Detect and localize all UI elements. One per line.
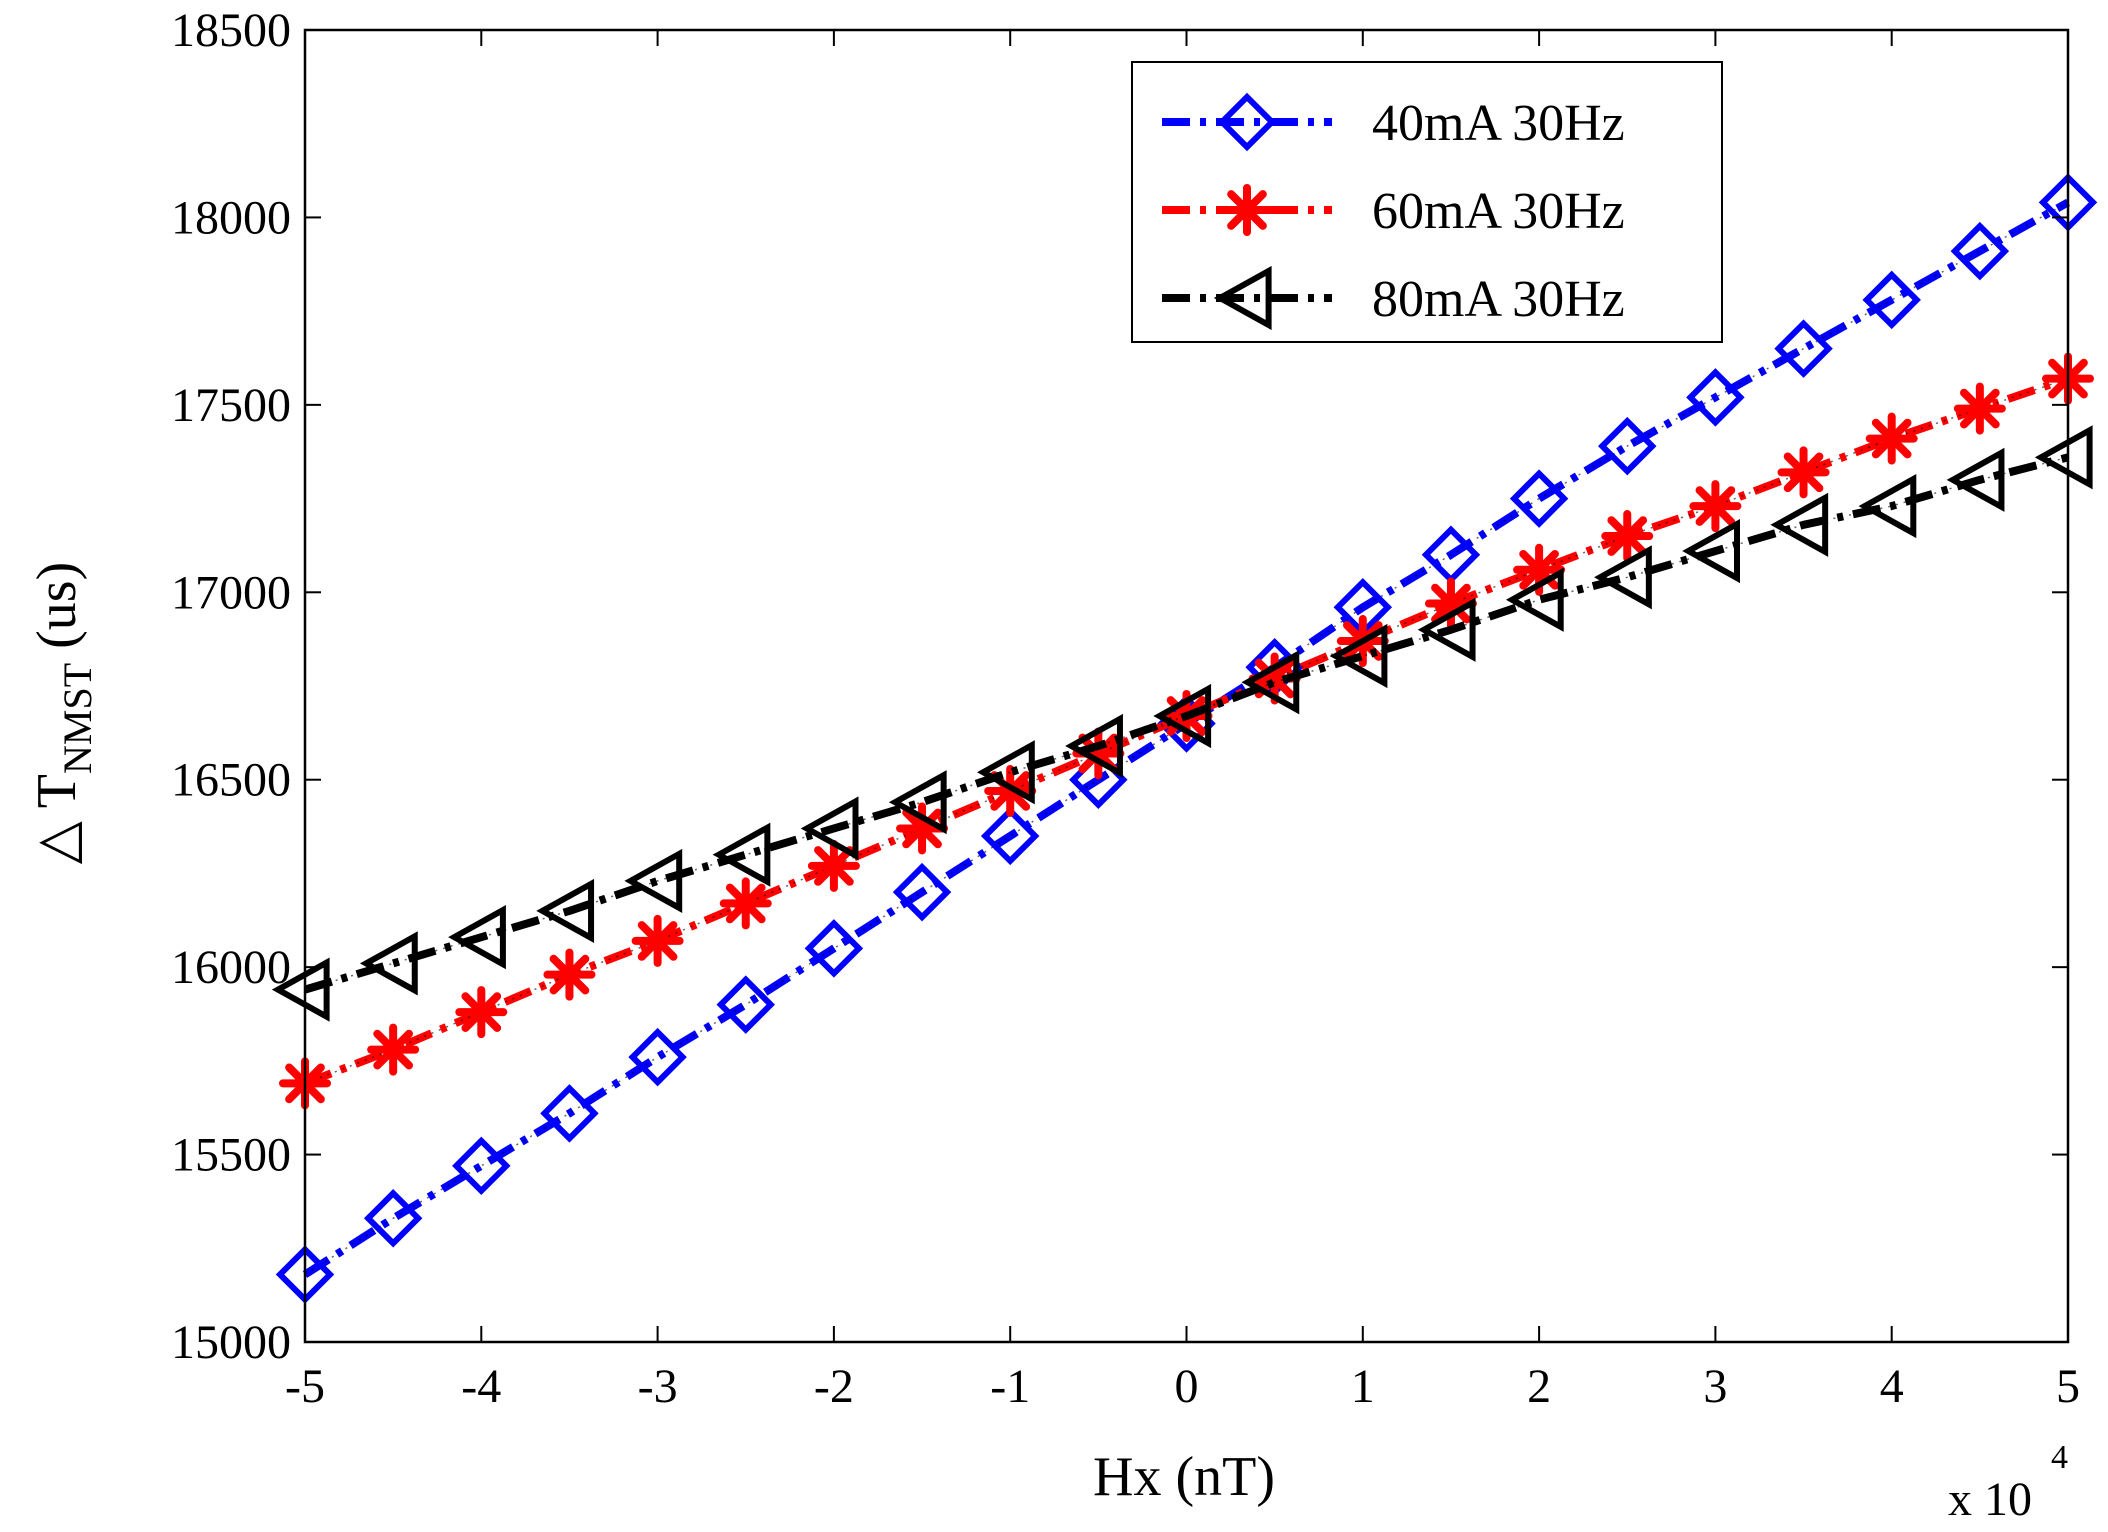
legend-item-1: 40mA 30Hz (1162, 92, 1625, 152)
data-point (1946, 447, 2005, 512)
data-point (1862, 270, 1921, 330)
data-point (1777, 446, 1830, 499)
y-tick-label: 17500 (171, 379, 291, 432)
data-point (1601, 510, 1654, 563)
data-point (631, 914, 684, 967)
x-tick-label: -1 (990, 1360, 1030, 1413)
y-tick-label: 17000 (171, 566, 291, 619)
x-exponent: x 10 4 (1948, 1439, 2068, 1526)
y-axis-label-main: △ T (26, 774, 88, 864)
data-point (2034, 425, 2093, 490)
x-tick-label: 4 (1880, 1360, 1904, 1413)
x-exponent-base: x 10 (1948, 1473, 2032, 1526)
y-tick-label: 18000 (171, 191, 291, 244)
x-tick-label: -4 (461, 1360, 501, 1413)
x-axis-label: Hx (nT) (1093, 1446, 1275, 1508)
legend-label: 60mA 30Hz (1372, 183, 1625, 240)
data-point (980, 806, 1040, 866)
legend: 40mA 30Hz 60mA 30Hz 80mA 30Hz (1131, 61, 1723, 343)
data-point (892, 862, 952, 922)
x-tick-label: 2 (1527, 1360, 1551, 1413)
data-point (455, 986, 508, 1039)
data-point (888, 770, 947, 835)
series-line (303, 453, 2069, 994)
data-point (1505, 567, 1564, 632)
data-point (452, 1136, 511, 1196)
data-point (1241, 650, 1300, 715)
data-point (1417, 597, 1476, 662)
data-point (536, 878, 595, 944)
legend-label: 40mA 30Hz (1372, 95, 1625, 152)
data-point (543, 948, 596, 1001)
x-tick-label: 0 (1175, 1360, 1199, 1413)
legend-marker (1217, 92, 1277, 152)
axis-layer: -5 -4 -3 -2 -1 0 1 2 3 4 5 15000 15500 16000 16500 1700… (171, 4, 2080, 1413)
data-point (807, 839, 860, 892)
x-tick-label: 3 (1703, 1360, 1727, 1413)
data-point (367, 1023, 420, 1076)
legend-label: 80mA 30Hz (1372, 271, 1625, 328)
data-point (1858, 473, 1917, 539)
data-point (1686, 368, 1745, 427)
data-point (1950, 221, 2010, 281)
data-point (540, 1084, 599, 1143)
data-point (271, 957, 330, 1022)
x-tick-label: -5 (285, 1360, 325, 1413)
y-tick-label: 15000 (171, 1316, 291, 1369)
data-point (1770, 492, 1829, 557)
data-point (1509, 469, 1569, 528)
x-tick-label: -3 (638, 1360, 678, 1413)
data-point (712, 822, 771, 887)
y-axis-label-unit: (us) (26, 562, 88, 663)
data-point (800, 796, 859, 861)
data-point (1598, 416, 1657, 476)
y-tick-label: 18500 (171, 4, 291, 57)
data-point (977, 740, 1035, 805)
data-point (1153, 683, 1212, 749)
y-tick-label: 15500 (171, 1129, 291, 1182)
data-point (1682, 518, 1740, 584)
data-point (624, 848, 683, 914)
legend-marker (1221, 184, 1273, 236)
y-tick-label: 16000 (171, 941, 291, 994)
data-point (1774, 319, 1833, 378)
x-exponent-power: 4 (2051, 1439, 2068, 1476)
y-tick-label: 16500 (171, 754, 291, 807)
data-point (359, 931, 418, 996)
legend-item-2: 60mA 30Hz (1162, 183, 1625, 240)
x-tick-label: -2 (814, 1360, 854, 1413)
data-point (1065, 713, 1123, 779)
series-3 (271, 425, 2093, 1022)
data-point (363, 1189, 423, 1248)
legend-marker (1213, 265, 1272, 331)
data-point (719, 877, 772, 930)
data-point (628, 1027, 687, 1087)
data-point (716, 975, 775, 1034)
data-point (1689, 480, 1742, 533)
data-point (1865, 412, 1918, 465)
data-point (1953, 382, 2006, 435)
series-layer (271, 173, 2098, 1304)
data-point (804, 919, 864, 978)
data-point (1594, 545, 1652, 610)
y-axis-label-subscript: NMST (55, 663, 100, 774)
series-line-inner (304, 201, 2069, 1276)
x-tick-label: 1 (1351, 1360, 1375, 1413)
x-tick-label: 5 (2056, 1360, 2080, 1413)
data-point (448, 905, 506, 970)
legend-item-3: 80mA 30Hz (1162, 265, 1625, 331)
series-line (303, 374, 2070, 1088)
data-point (1329, 623, 1388, 689)
y-axis-label: △ TNMST (us) (26, 562, 100, 865)
